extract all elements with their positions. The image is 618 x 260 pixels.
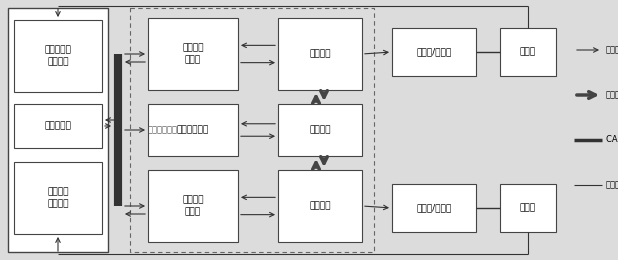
Text: 前车轮: 前车轮 bbox=[520, 48, 536, 56]
Text: 机械连接: 机械连接 bbox=[606, 180, 618, 190]
Text: 后车轮: 后车轮 bbox=[520, 204, 536, 212]
Bar bbox=[14, 162, 102, 234]
Text: 驾驶员意图
识别模块: 驾驶员意图 识别模块 bbox=[44, 46, 72, 66]
Bar bbox=[278, 18, 362, 90]
Text: CAN BUS: CAN BUS bbox=[606, 135, 618, 145]
Text: 信号线: 信号线 bbox=[606, 46, 618, 55]
Bar bbox=[278, 104, 362, 156]
Text: 前轴电机
控制器: 前轴电机 控制器 bbox=[182, 44, 204, 64]
Bar bbox=[14, 104, 102, 148]
Text: 整车控制器: 整车控制器 bbox=[44, 121, 72, 131]
Bar bbox=[14, 20, 102, 92]
Bar bbox=[278, 170, 362, 242]
Bar bbox=[500, 184, 556, 232]
Text: 前轴电机: 前轴电机 bbox=[309, 49, 331, 58]
Bar bbox=[148, 170, 238, 242]
Bar bbox=[130, 8, 374, 252]
Text: 电池管理系统: 电池管理系统 bbox=[177, 126, 209, 134]
Text: 后主减/差速器: 后主减/差速器 bbox=[417, 204, 452, 212]
Bar bbox=[8, 8, 108, 252]
Bar bbox=[392, 28, 476, 76]
Text: 动力控制系统: 动力控制系统 bbox=[148, 126, 178, 134]
Text: 车辆工况
判断模块: 车辆工况 判断模块 bbox=[47, 188, 69, 209]
Bar bbox=[148, 18, 238, 90]
Text: 后轴电机: 后轴电机 bbox=[309, 202, 331, 211]
Text: 动力电池: 动力电池 bbox=[309, 126, 331, 134]
Bar bbox=[392, 184, 476, 232]
Bar bbox=[500, 28, 556, 76]
Text: 前主减/差速器: 前主减/差速器 bbox=[417, 48, 452, 56]
Bar bbox=[148, 104, 238, 156]
Text: 后轴电机
控制器: 后轴电机 控制器 bbox=[182, 196, 204, 216]
Text: 能量线: 能量线 bbox=[606, 90, 618, 100]
